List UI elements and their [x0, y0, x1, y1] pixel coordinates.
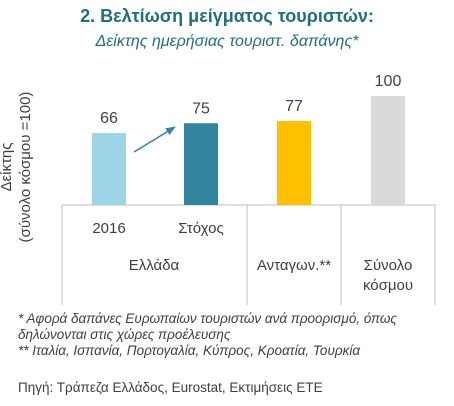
group-label-0: Ελλάδα — [129, 257, 180, 274]
data-label-3: 100 — [375, 73, 402, 90]
footnote-1: * Αφορά δαπάνες Ευρωπαίων τουριστών ανά … — [18, 311, 397, 342]
bar-chart: 66 2016 75 Στόχος 77 100 Ελλάδα Ανταγων.** Σύνολ… — [61, 73, 436, 305]
bar-3 — [371, 96, 405, 205]
footnotes: * Αφορά δαπάνες Ευρωπαίων τουριστών ανά … — [18, 311, 448, 359]
chart-title: 2. Βελτίωση μείγματος τουριστών: — [80, 6, 374, 26]
group-label-2: Σύνολο — [364, 257, 413, 274]
data-label-2: 77 — [285, 98, 303, 115]
bar-1 — [184, 123, 218, 205]
category-label-1: Στόχος — [178, 220, 223, 237]
chart-subtitle: Δείκτης ημερήσιας τουριστ. δαπάνης* — [95, 33, 359, 50]
group-label-1: Ανταγων.** — [257, 257, 331, 274]
category-label-0: 2016 — [92, 220, 125, 237]
data-label-0: 66 — [100, 110, 118, 127]
data-label-1: 75 — [192, 100, 210, 117]
bar-2 — [277, 121, 311, 205]
footnote-2: ** Ιταλία, Ισπανία, Πορτογαλία, Κύπρος, … — [18, 343, 361, 358]
trend-arrow — [133, 126, 176, 153]
bar-0 — [92, 133, 126, 205]
group-label-2: κόσμου — [363, 277, 413, 294]
source-note: Πηγή: Τράπεζα Ελλάδος, Eurostat, Εκτιμήσ… — [18, 380, 323, 395]
